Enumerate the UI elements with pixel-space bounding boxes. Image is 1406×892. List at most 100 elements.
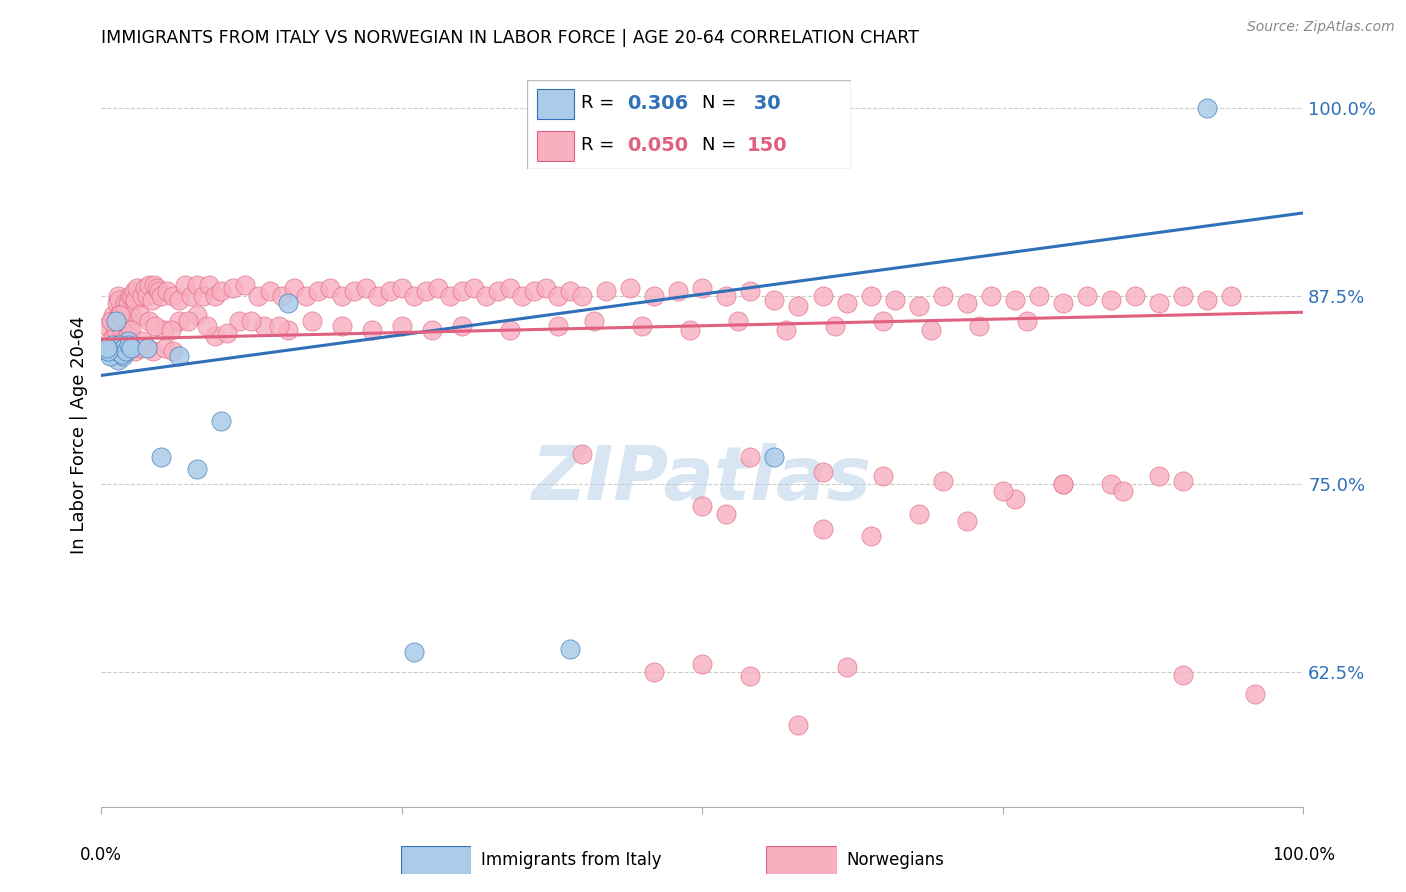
Point bbox=[107, 353, 129, 368]
Point bbox=[643, 288, 665, 302]
Point bbox=[420, 323, 443, 337]
Point bbox=[204, 288, 226, 302]
Point bbox=[787, 717, 810, 731]
Point bbox=[169, 293, 191, 308]
Point bbox=[129, 342, 152, 356]
Point bbox=[124, 293, 146, 308]
Text: 0.050: 0.050 bbox=[627, 136, 689, 155]
Point bbox=[907, 299, 929, 313]
Point bbox=[558, 284, 581, 298]
Point bbox=[103, 342, 125, 356]
Point bbox=[98, 334, 121, 348]
Bar bbox=[537, 131, 574, 161]
Point bbox=[152, 323, 174, 337]
Point bbox=[1147, 296, 1170, 310]
Point bbox=[920, 323, 942, 337]
Point bbox=[1004, 491, 1026, 506]
Point bbox=[679, 323, 702, 337]
Point bbox=[112, 308, 135, 322]
Point bbox=[246, 288, 269, 302]
Point bbox=[259, 284, 281, 298]
Point bbox=[204, 329, 226, 343]
Point bbox=[931, 288, 953, 302]
Point bbox=[1173, 288, 1195, 302]
Point bbox=[105, 344, 128, 359]
Y-axis label: In Labor Force | Age 20-64: In Labor Force | Age 20-64 bbox=[70, 316, 89, 554]
Point bbox=[240, 314, 263, 328]
Point bbox=[330, 288, 353, 302]
Point bbox=[138, 278, 160, 293]
Point bbox=[97, 344, 120, 359]
Point bbox=[127, 281, 149, 295]
Point bbox=[160, 323, 183, 337]
Text: R =: R = bbox=[581, 95, 620, 112]
Point bbox=[486, 284, 509, 298]
Point bbox=[150, 288, 173, 302]
Text: N =: N = bbox=[702, 95, 742, 112]
Point bbox=[120, 323, 142, 337]
Point bbox=[631, 318, 654, 333]
Point bbox=[104, 314, 127, 328]
Point bbox=[217, 326, 239, 341]
Point bbox=[1015, 314, 1038, 328]
Point bbox=[716, 507, 738, 521]
Point bbox=[692, 281, 714, 295]
Point bbox=[135, 342, 157, 356]
Point bbox=[186, 461, 208, 475]
Point bbox=[859, 529, 882, 543]
Point bbox=[117, 296, 139, 310]
Point bbox=[595, 284, 617, 298]
Point bbox=[111, 342, 134, 356]
Point bbox=[378, 284, 401, 298]
Point bbox=[360, 323, 382, 337]
Point bbox=[980, 288, 1002, 302]
Point bbox=[138, 314, 160, 328]
Point bbox=[110, 314, 132, 328]
Point bbox=[98, 349, 121, 363]
Point bbox=[124, 344, 146, 359]
Point bbox=[169, 349, 191, 363]
Text: ZIPatlas: ZIPatlas bbox=[533, 443, 872, 516]
Point bbox=[571, 288, 593, 302]
Point bbox=[103, 329, 125, 343]
Point bbox=[907, 507, 929, 521]
Point bbox=[145, 281, 167, 295]
Point bbox=[451, 284, 474, 298]
Point bbox=[100, 347, 122, 361]
Point bbox=[1197, 293, 1219, 308]
Point bbox=[120, 308, 142, 322]
Point bbox=[104, 323, 127, 337]
Point bbox=[111, 323, 134, 337]
Point bbox=[330, 318, 353, 333]
Point bbox=[558, 642, 581, 657]
Point bbox=[131, 288, 153, 302]
Point bbox=[186, 278, 208, 293]
Point bbox=[169, 314, 191, 328]
Point bbox=[763, 450, 786, 464]
Point bbox=[148, 284, 170, 298]
Point bbox=[294, 288, 316, 302]
Point bbox=[108, 293, 131, 308]
Point bbox=[1123, 288, 1146, 302]
Point bbox=[103, 342, 125, 356]
Point bbox=[211, 284, 233, 298]
Point bbox=[523, 284, 546, 298]
Point bbox=[114, 338, 136, 352]
Point bbox=[108, 308, 131, 322]
Point bbox=[1173, 474, 1195, 488]
Point bbox=[150, 450, 173, 464]
Point bbox=[132, 334, 155, 348]
Point bbox=[811, 288, 834, 302]
Point bbox=[277, 323, 299, 337]
Point bbox=[475, 288, 498, 302]
Point bbox=[252, 318, 274, 333]
Point bbox=[114, 296, 136, 310]
Point bbox=[692, 657, 714, 672]
Point bbox=[415, 284, 437, 298]
Point bbox=[391, 318, 413, 333]
Point bbox=[824, 318, 846, 333]
Point bbox=[499, 281, 522, 295]
Point bbox=[110, 342, 132, 356]
Point bbox=[619, 281, 641, 295]
Point bbox=[402, 645, 425, 659]
